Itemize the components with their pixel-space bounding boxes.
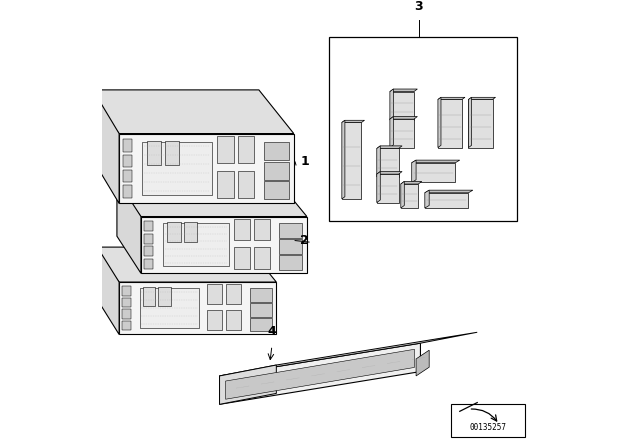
Polygon shape (141, 216, 307, 273)
Polygon shape (377, 148, 399, 177)
Text: 3: 3 (415, 0, 423, 13)
Polygon shape (250, 303, 271, 317)
Polygon shape (342, 120, 365, 122)
Polygon shape (377, 174, 399, 202)
Polygon shape (390, 119, 414, 147)
Polygon shape (122, 286, 131, 296)
Polygon shape (158, 287, 171, 306)
Polygon shape (84, 90, 294, 134)
Polygon shape (278, 239, 302, 254)
Polygon shape (143, 287, 155, 306)
Polygon shape (425, 190, 473, 193)
Polygon shape (226, 310, 241, 330)
Polygon shape (140, 289, 199, 328)
Polygon shape (250, 289, 271, 302)
Polygon shape (217, 136, 234, 163)
Polygon shape (93, 90, 119, 203)
Text: 00135257: 00135257 (470, 423, 507, 432)
Polygon shape (278, 255, 302, 270)
Polygon shape (91, 247, 276, 282)
Polygon shape (390, 92, 414, 120)
Polygon shape (123, 170, 132, 182)
Polygon shape (217, 171, 234, 198)
Polygon shape (184, 222, 197, 242)
Polygon shape (390, 89, 417, 92)
Polygon shape (278, 224, 302, 238)
Polygon shape (207, 284, 222, 304)
Polygon shape (144, 246, 154, 256)
Polygon shape (168, 222, 180, 242)
Polygon shape (468, 99, 493, 147)
Polygon shape (119, 282, 276, 335)
Polygon shape (425, 190, 429, 208)
Polygon shape (438, 99, 462, 147)
Polygon shape (238, 171, 255, 198)
Polygon shape (412, 160, 460, 163)
Polygon shape (468, 97, 495, 99)
Polygon shape (412, 160, 416, 182)
Polygon shape (250, 318, 271, 332)
Polygon shape (226, 284, 241, 304)
Polygon shape (234, 219, 250, 241)
Polygon shape (416, 350, 429, 376)
Text: 4: 4 (268, 324, 276, 337)
Polygon shape (144, 233, 154, 244)
Polygon shape (220, 332, 477, 376)
Polygon shape (377, 146, 380, 177)
Polygon shape (254, 219, 269, 241)
Polygon shape (438, 97, 465, 99)
Polygon shape (119, 134, 294, 203)
Text: 1: 1 (300, 155, 309, 168)
Polygon shape (264, 162, 289, 180)
Polygon shape (144, 221, 154, 231)
Polygon shape (122, 309, 131, 319)
Polygon shape (207, 310, 222, 330)
Polygon shape (401, 181, 422, 184)
Polygon shape (97, 247, 119, 335)
Polygon shape (390, 89, 394, 120)
Polygon shape (123, 139, 132, 152)
Polygon shape (144, 258, 154, 269)
Polygon shape (220, 365, 276, 405)
Polygon shape (401, 184, 419, 208)
Polygon shape (147, 141, 161, 165)
Polygon shape (377, 172, 380, 202)
Polygon shape (110, 179, 307, 216)
Polygon shape (123, 185, 132, 198)
Polygon shape (238, 136, 255, 163)
Polygon shape (377, 172, 402, 174)
Polygon shape (412, 163, 456, 182)
Polygon shape (122, 298, 131, 307)
Polygon shape (117, 179, 141, 273)
Polygon shape (234, 247, 250, 269)
Polygon shape (225, 349, 415, 399)
Polygon shape (342, 122, 362, 199)
Polygon shape (468, 97, 472, 147)
Polygon shape (123, 155, 132, 167)
Polygon shape (425, 193, 468, 208)
Bar (451, 405, 525, 437)
Polygon shape (342, 120, 345, 199)
Polygon shape (438, 97, 441, 147)
Text: 2: 2 (300, 234, 309, 247)
Polygon shape (401, 181, 404, 208)
Polygon shape (163, 224, 229, 267)
Polygon shape (377, 146, 402, 148)
Polygon shape (142, 142, 212, 195)
Polygon shape (264, 142, 289, 160)
Polygon shape (164, 141, 179, 165)
Polygon shape (122, 321, 131, 330)
Bar (329, 38, 516, 221)
Polygon shape (264, 181, 289, 199)
Polygon shape (390, 116, 417, 119)
Polygon shape (390, 116, 394, 147)
Polygon shape (220, 343, 420, 405)
Polygon shape (254, 247, 269, 269)
